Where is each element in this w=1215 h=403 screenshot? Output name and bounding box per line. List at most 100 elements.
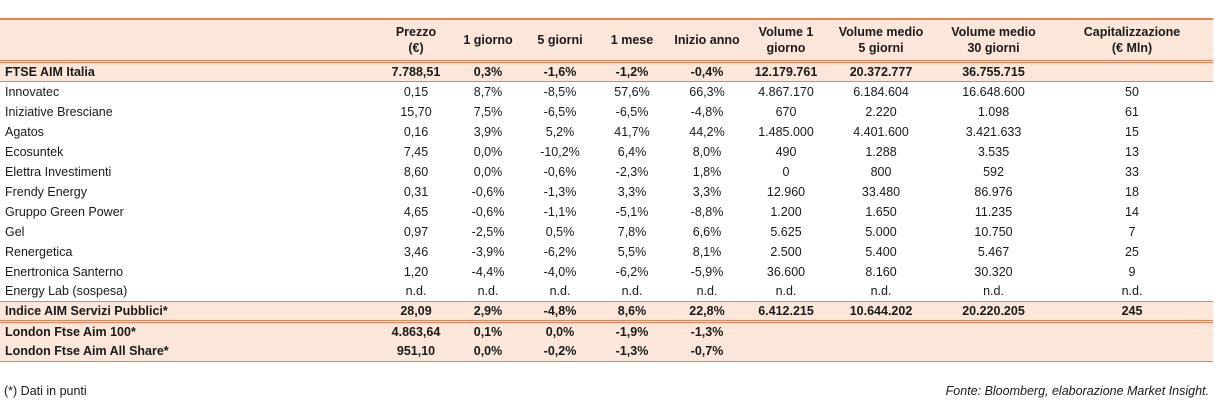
table-cell: 951,10 xyxy=(380,341,452,362)
table-cell: -6,2% xyxy=(615,264,649,279)
header-1-mese: 1 mese xyxy=(610,33,654,47)
table-cell: -1,2% xyxy=(596,60,668,82)
table-cell: -0,6% xyxy=(471,184,505,199)
table-cell: -4,8% xyxy=(690,104,724,119)
table-cell: 3,3% xyxy=(692,184,722,199)
table-cell: 1.485.000 xyxy=(758,124,814,139)
table-cell: n.d. xyxy=(405,284,427,299)
table-row: Iniziative Bresciane 15,70 7,5% -6,5% -6,5% -… xyxy=(0,102,1213,122)
table-cell: 5.625 xyxy=(770,224,802,239)
market-table: Prezzo (€) 1 giorno 5 giorni 1 mese Inizi… xyxy=(0,18,1213,362)
table-cell: 0,5% xyxy=(545,224,575,239)
table-cell xyxy=(746,320,826,342)
table-cell: -0,7% xyxy=(668,341,746,362)
table-cell: 13 xyxy=(1125,144,1139,159)
table-cell: 1.650 xyxy=(865,204,897,219)
table-cell: 670 xyxy=(775,104,797,119)
header-volume-medio-5: Volume medio 5 giorni xyxy=(838,25,924,55)
table-cell: n.d. xyxy=(477,284,499,299)
row-label: FTSE AIM Italia xyxy=(0,60,380,82)
table-cell: 2.500 xyxy=(770,244,802,259)
table-cell: 30.320 xyxy=(974,264,1013,279)
table-cell: -6,2% xyxy=(543,244,577,259)
row-label: Innovatec xyxy=(5,84,60,99)
table-cell: n.d. xyxy=(696,284,718,299)
table-cell: 4.401.600 xyxy=(853,124,909,139)
table-cell: 36.600 xyxy=(766,264,806,279)
table-cell: 8,1% xyxy=(692,244,722,259)
table-cell: 5.400 xyxy=(865,244,897,259)
table-cell: 7,5% xyxy=(473,104,503,119)
header-row: Prezzo (€) 1 giorno 5 giorni 1 mese Inizi… xyxy=(0,19,1213,62)
table-cell: 6,6% xyxy=(692,224,722,239)
table-cell: 0,16 xyxy=(403,124,429,139)
table-cell: 57,6% xyxy=(614,84,650,99)
table-cell xyxy=(1051,341,1213,362)
row-label: Gruppo Green Power xyxy=(5,204,124,219)
header-volume-medio-30: Volume medio 30 giorni xyxy=(951,25,1036,55)
table-cell: 22,8% xyxy=(668,301,746,322)
table-cell: -0,2% xyxy=(524,341,596,362)
table-cell: 800 xyxy=(870,164,892,179)
table-cell: 8,0% xyxy=(692,144,722,159)
table-cell: 5,5% xyxy=(617,244,647,259)
table-cell: 8.160 xyxy=(865,264,897,279)
table-cell: -0,6% xyxy=(471,204,505,219)
london-row: London Ftse Aim All Share* 951,10 0,0% -0,2… xyxy=(0,341,1213,362)
table-cell: 0,1% xyxy=(452,320,524,342)
table-cell: 11.235 xyxy=(974,204,1013,219)
table-cell: 1,20 xyxy=(403,264,429,279)
table-cell: 25 xyxy=(1125,244,1139,259)
table-cell xyxy=(936,341,1051,362)
table-cell: 20.220.205 xyxy=(936,301,1051,322)
table-cell: 0,0% xyxy=(452,341,524,362)
table-cell: 50 xyxy=(1125,84,1139,99)
table-cell: -3,9% xyxy=(471,244,505,259)
table-cell: 18 xyxy=(1125,184,1139,199)
table-cell: n.d. xyxy=(1121,284,1143,299)
table-cell: -4,4% xyxy=(471,264,505,279)
table-cell: -0,4% xyxy=(668,60,746,82)
table-cell: 9 xyxy=(1128,264,1136,279)
table-cell: 6.184.604 xyxy=(853,84,909,99)
table-cell: -4,8% xyxy=(524,301,596,322)
table-cell: 41,7% xyxy=(614,124,650,139)
row-label: London Ftse Aim All Share* xyxy=(0,341,380,362)
row-label: Enertronica Santerno xyxy=(5,264,124,279)
table-cell: -0,6% xyxy=(543,164,577,179)
row-label: Renergetica xyxy=(5,244,73,259)
table-cell: -2,3% xyxy=(615,164,649,179)
footnote: (*) Dati in punti xyxy=(4,384,87,398)
table-row: Agatos 0,16 3,9% 5,2% 41,7% 44,2% 1.485.000 4.4… xyxy=(0,122,1213,142)
table-cell: -1,1% xyxy=(543,204,577,219)
table-cell: 16.648.600 xyxy=(962,84,1025,99)
table-cell: 1,8% xyxy=(692,164,722,179)
table-row: Energy Lab (sospesa) n.d. n.d. n.d. n.d. n.d.… xyxy=(0,282,1213,302)
row-label: Energy Lab (sospesa) xyxy=(5,284,128,299)
table-cell xyxy=(746,341,826,362)
row-label: Gel xyxy=(5,224,25,239)
table-cell: -6,5% xyxy=(543,104,577,119)
table-cell: -6,5% xyxy=(615,104,649,119)
header-5-giorni: 5 giorni xyxy=(537,33,583,47)
table-cell: 33 xyxy=(1125,164,1139,179)
table-row: Enertronica Santerno 1,20 -4,4% -4,0% -6,2% -… xyxy=(0,262,1213,282)
header-capitalizzazione: Capitalizzazione (€ Mln) xyxy=(1083,25,1181,55)
table-cell: 44,2% xyxy=(689,124,725,139)
table-cell: 8,7% xyxy=(473,84,503,99)
table-cell: 1.288 xyxy=(865,144,897,159)
header-volume-1-giorno: Volume 1 giorno xyxy=(758,25,814,55)
table-cell: 0 xyxy=(782,164,790,179)
table-cell: 61 xyxy=(1125,104,1139,119)
table-cell: 20.372.777 xyxy=(826,60,936,82)
table-cell: 10.750 xyxy=(974,224,1013,239)
table-cell: 0,0% xyxy=(524,320,596,342)
table-cell: -1,3% xyxy=(543,184,577,199)
table-cell: 3.421.633 xyxy=(965,124,1022,139)
table-cell: -10,2% xyxy=(540,144,580,159)
table-cell: 0,31 xyxy=(403,184,429,199)
table-row: Ecosuntek 7,45 0,0% -10,2% 6,4% 8,0% 490 1.288 3… xyxy=(0,142,1213,162)
table-cell xyxy=(826,341,936,362)
table-cell: 7.788,51 xyxy=(380,60,452,82)
row-label: London Ftse Aim 100* xyxy=(0,320,380,342)
